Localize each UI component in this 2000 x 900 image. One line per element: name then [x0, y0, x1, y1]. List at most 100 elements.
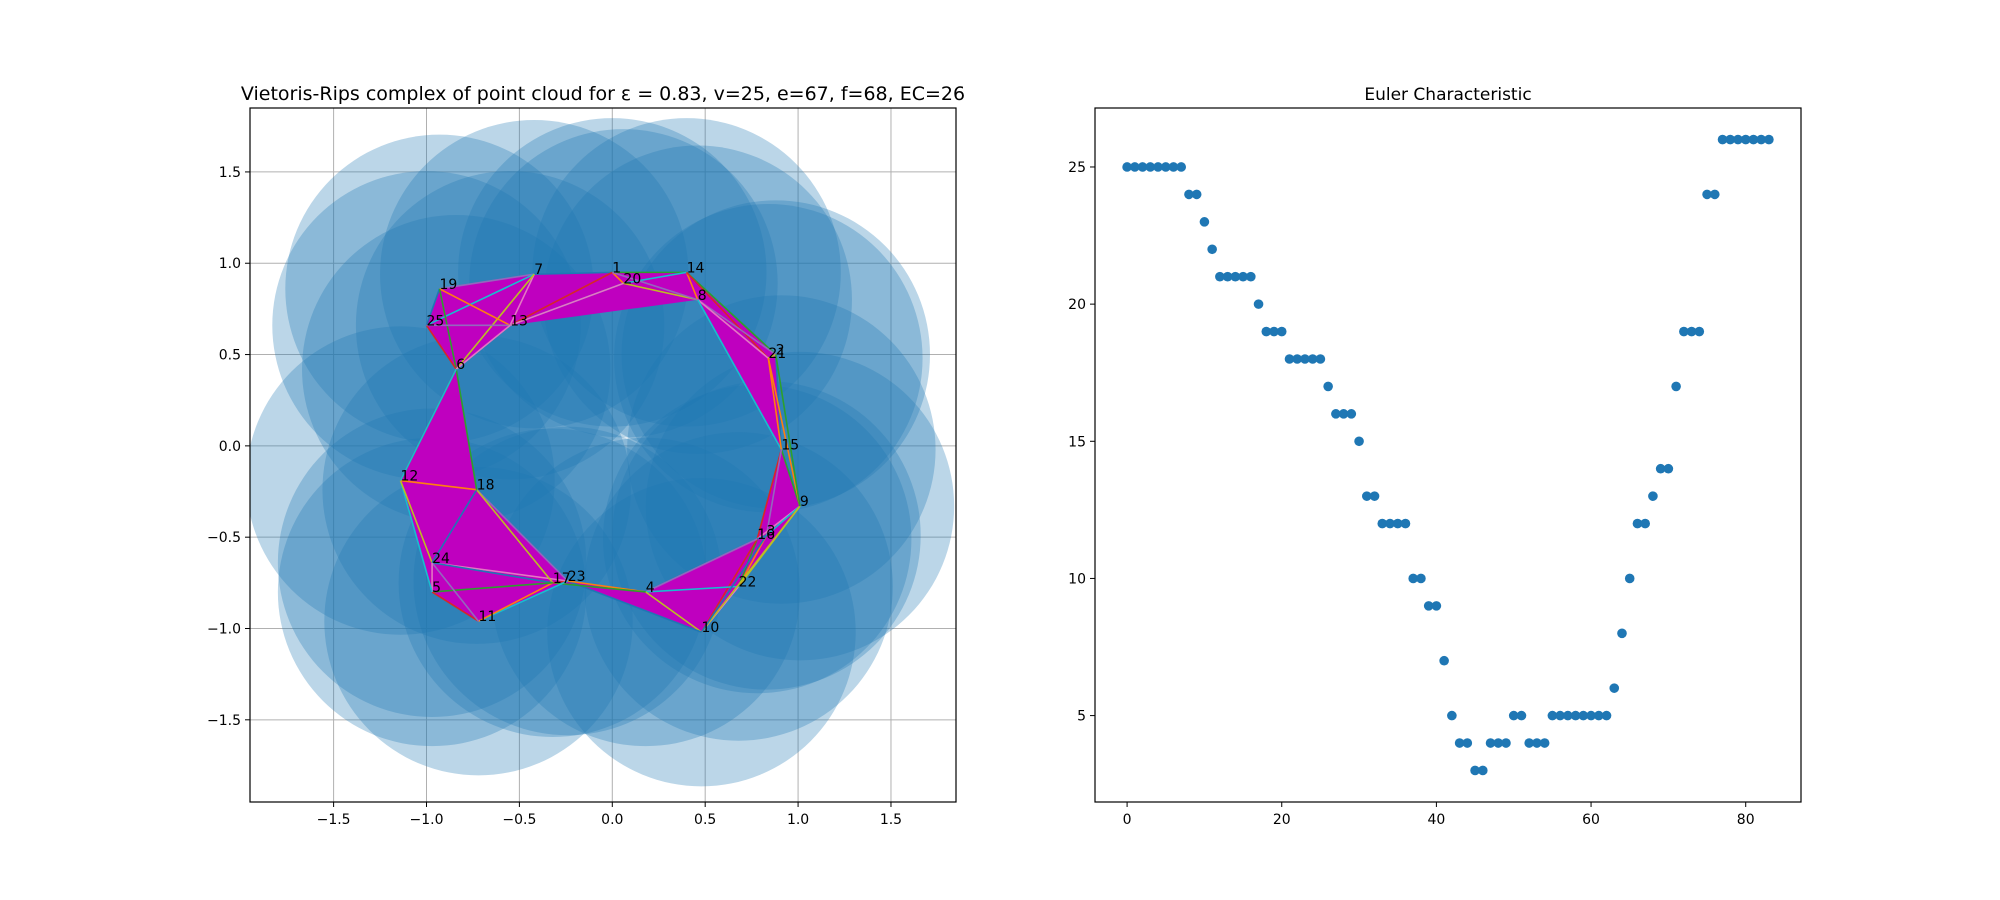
euler-xtick-label-1: 20	[1273, 812, 1291, 828]
euler-point-47	[1485, 738, 1496, 748]
vr-edge-17-11	[478, 582, 554, 622]
vr-point-label-17: 17	[553, 571, 571, 587]
vr-complex-chart: Vietoris-Rips complex of point cloud for…	[207, 83, 965, 828]
euler-point-21	[1284, 354, 1295, 364]
euler-point-64	[1617, 628, 1627, 639]
euler-point-0	[1122, 162, 1132, 172]
euler-point-38	[1416, 573, 1426, 584]
euler-point-78	[1725, 134, 1736, 145]
vr-edge-5-12	[399, 480, 433, 593]
vr-edge-7-13	[509, 273, 535, 326]
euler-point-17	[1253, 299, 1264, 309]
euler-point-50	[1508, 710, 1519, 721]
vr-edge-23-18	[476, 489, 569, 582]
vr-edge-10-23	[567, 580, 702, 633]
vr-grid	[250, 108, 956, 802]
euler-point-52	[1524, 738, 1534, 748]
vr-ytick-label-4: 0.5	[219, 348, 241, 364]
vr-point-label-18: 18	[477, 478, 495, 494]
vr-edge-17-5	[432, 582, 553, 593]
vr-triangle-9	[510, 283, 698, 326]
euler-point-12	[1215, 271, 1225, 282]
euler-xtick-label-0: 0	[1123, 812, 1132, 828]
vr-point-label-8: 8	[698, 288, 707, 304]
euler-point-61	[1593, 710, 1604, 721]
euler-point-40	[1431, 601, 1442, 611]
vr-point-label-13: 13	[510, 313, 528, 329]
vr-point-label-14: 14	[687, 260, 705, 276]
vr-edge-4-17	[552, 582, 646, 593]
euler-point-37	[1408, 573, 1419, 584]
euler-ytick-label-4: 25	[1068, 160, 1086, 176]
vr-edge-23-11	[478, 580, 569, 622]
euler-plot-frame	[1094, 107, 1802, 803]
vr-xtick-label-6: 1.5	[880, 812, 902, 828]
vr-point-label-15: 15	[781, 438, 799, 454]
vr-point-label-19: 19	[440, 277, 458, 293]
vr-edge-1-13	[509, 271, 613, 327]
euler-point-65	[1624, 573, 1635, 584]
euler-point-43	[1454, 738, 1465, 748]
euler-point-54	[1539, 738, 1550, 748]
vr-point-label-7: 7	[534, 262, 543, 278]
vr-xtick-label-0: −1.5	[317, 812, 351, 828]
vr-point-label-21: 21	[768, 346, 786, 362]
vr-edge-16-10	[700, 538, 758, 633]
vr-xtick-label-2: −0.5	[502, 812, 536, 828]
euler-chart: Euler Characteristic 0 20 40 60 80 5 10 15 20 25	[1068, 85, 1802, 828]
vr-edge-9-10	[700, 505, 801, 633]
euler-point-35	[1392, 518, 1403, 529]
vr-edge-17-18	[476, 489, 554, 584]
euler-point-4	[1153, 162, 1163, 172]
vr-edge-24-12	[399, 480, 433, 564]
euler-point-67	[1640, 518, 1650, 529]
euler-point-30	[1354, 436, 1364, 447]
euler-point-6	[1168, 162, 1179, 172]
euler-point-44	[1462, 738, 1473, 748]
euler-points	[1122, 134, 1774, 776]
euler-point-39	[1423, 601, 1434, 611]
vr-edge-7-25	[426, 273, 535, 327]
euler-point-27	[1331, 409, 1341, 419]
vr-ytick-label-1: −1.0	[207, 622, 241, 638]
vr-edge-2-21	[767, 353, 777, 359]
vr-edge-14-21	[686, 271, 769, 359]
vr-chart-title: Vietoris-Rips complex of point cloud for…	[241, 83, 965, 105]
vr-point-label-23: 23	[568, 569, 586, 585]
vr-edge-1-7	[534, 271, 613, 275]
vr-point-label-24: 24	[432, 551, 450, 567]
vr-edge-1-8	[612, 271, 698, 301]
vr-ytick-label-2: −0.5	[207, 530, 241, 546]
vr-edge-7-19	[439, 273, 535, 290]
euler-point-3	[1145, 162, 1156, 172]
euler-ytick-label-0: 5	[1077, 709, 1086, 725]
vr-edge-13-20	[509, 282, 624, 327]
euler-point-33	[1377, 518, 1388, 529]
vr-xtick-label-5: 1.0	[787, 812, 809, 828]
euler-point-56	[1555, 710, 1565, 721]
euler-point-32	[1369, 491, 1380, 501]
euler-point-62	[1601, 710, 1612, 721]
vr-triangle-30	[400, 480, 477, 563]
euler-xtick-label-3: 60	[1582, 812, 1600, 828]
euler-point-18	[1261, 326, 1272, 337]
vr-triangle-20	[645, 586, 739, 633]
euler-point-24	[1307, 354, 1318, 364]
vr-edge-19-25	[425, 288, 441, 326]
vr-edges	[399, 271, 801, 633]
vr-edge-6-13	[455, 324, 511, 370]
vr-point-label-16: 16	[757, 527, 775, 543]
vr-point-label-4: 4	[646, 580, 655, 596]
vr-edge-17-24	[431, 561, 553, 584]
euler-point-13	[1222, 271, 1233, 282]
euler-point-66	[1632, 518, 1643, 529]
euler-ytick-label-2: 15	[1068, 434, 1086, 450]
euler-point-70	[1663, 463, 1674, 474]
euler-point-29	[1346, 409, 1357, 419]
vr-ytick-label-0: −1.5	[207, 713, 241, 729]
euler-point-25	[1315, 354, 1326, 364]
euler-point-8	[1184, 189, 1194, 200]
euler-ytick-label-1: 10	[1068, 571, 1086, 587]
euler-point-22	[1292, 354, 1303, 364]
vr-edge-2-9	[774, 354, 801, 507]
